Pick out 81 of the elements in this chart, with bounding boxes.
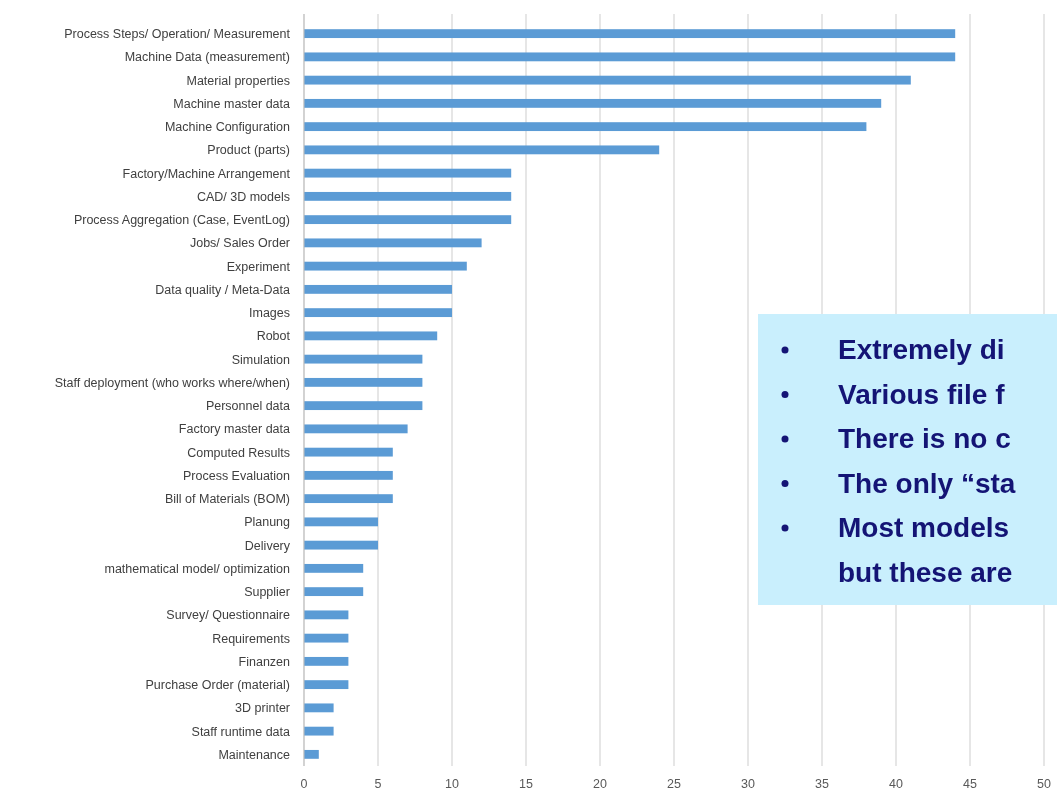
y-tick-label: Product (parts) — [207, 143, 290, 158]
bar — [304, 656, 349, 666]
bar — [304, 587, 364, 597]
bar — [304, 680, 349, 690]
bar — [304, 610, 349, 620]
y-tick-label: Robot — [256, 329, 291, 344]
annotation: but these are — [838, 556, 1013, 588]
y-tick-label: Purchase Order (material) — [145, 678, 290, 692]
bar — [304, 749, 319, 759]
bar — [304, 168, 512, 178]
bar — [304, 238, 482, 248]
bar — [304, 424, 408, 434]
bar — [304, 401, 423, 411]
annotation: The only “sta — [838, 467, 1016, 499]
bar — [304, 331, 438, 341]
annotation: There is no c — [838, 423, 1011, 454]
y-tick-label: Maintenance — [218, 747, 291, 762]
y-tick-label: Requirements — [212, 631, 290, 646]
annotation: Extremely di — [838, 334, 1005, 365]
y-tick-label: Finanzen — [238, 654, 291, 669]
bar — [304, 703, 334, 713]
y-tick-label: Computed Results — [187, 445, 290, 460]
x-tick-label: 35 — [815, 777, 829, 791]
annotation: Most models — [838, 512, 1010, 543]
y-tick-label: Staff runtime data — [191, 724, 291, 739]
y-tick-label: Machine Data (measurement) — [124, 50, 290, 65]
y-tick-label: Process Evaluation — [182, 468, 291, 483]
bar — [304, 494, 393, 504]
bar — [304, 633, 349, 643]
y-tick-label: Supplier — [244, 585, 290, 599]
y-tick-label: Simulation — [231, 352, 291, 367]
bar — [304, 308, 452, 318]
bar — [304, 215, 512, 225]
bar — [304, 284, 452, 294]
bar — [304, 540, 378, 550]
x-tick-label: 5 — [374, 777, 382, 791]
y-tick-label: mathematical model/ optimization — [104, 561, 291, 576]
y-tick-label: Machine master data — [173, 96, 291, 111]
y-tick-label: Planung — [244, 515, 291, 530]
y-tick-label: Experiment — [226, 259, 291, 274]
x-tick-label: 20 — [593, 777, 607, 791]
y-tick-label: Factory/Machine Arrangement — [122, 166, 291, 181]
bar — [304, 191, 512, 201]
x-tick-label: 45 — [963, 777, 977, 791]
bar — [304, 98, 882, 108]
x-tick-label: 40 — [889, 777, 903, 791]
y-tick-label: Bill of Materials (BOM) — [164, 492, 290, 506]
bar — [304, 726, 334, 736]
x-tick-label: 0 — [300, 777, 308, 791]
y-tick-label: Process Aggregation (Case, EventLog) — [73, 213, 290, 227]
bar — [304, 354, 423, 364]
bar — [304, 517, 378, 527]
y-tick-label: Material properties — [186, 73, 290, 88]
bar — [304, 122, 867, 132]
y-tick-label: Personnel data — [205, 399, 291, 413]
y-tick-label: Process Steps/ Operation/ Measurement — [64, 27, 291, 41]
y-tick-label: Machine Configuration — [164, 120, 291, 134]
y-tick-label: Survey/ Questionnaire — [166, 608, 291, 623]
bar — [304, 29, 956, 39]
bar — [304, 52, 956, 62]
x-tick-label: 50 — [1037, 777, 1051, 791]
bar — [304, 261, 467, 271]
bar — [304, 470, 393, 480]
y-tick-label: Jobs/ Sales Order — [189, 236, 290, 251]
bar — [304, 447, 393, 457]
y-tick-label: Staff deployment (who works where/when) — [54, 375, 290, 390]
annotation: Various file f — [838, 378, 1006, 410]
x-tick-label: 30 — [741, 777, 755, 791]
x-tick-label: 25 — [667, 777, 681, 791]
y-tick-label: CAD/ 3D models — [196, 189, 290, 204]
y-tick-label: Factory master data — [178, 422, 291, 437]
y-tick-label: Data quality / Meta-Data — [155, 282, 291, 297]
y-tick-label: 3D printer — [235, 701, 290, 716]
bar — [304, 563, 364, 573]
bar — [304, 145, 660, 155]
y-tick-label: Delivery — [244, 538, 291, 553]
x-tick-label: 10 — [445, 777, 459, 791]
x-tick-label: 15 — [519, 777, 533, 791]
y-tick-label: Images — [249, 306, 290, 320]
bar — [304, 75, 911, 85]
bar — [304, 377, 423, 387]
